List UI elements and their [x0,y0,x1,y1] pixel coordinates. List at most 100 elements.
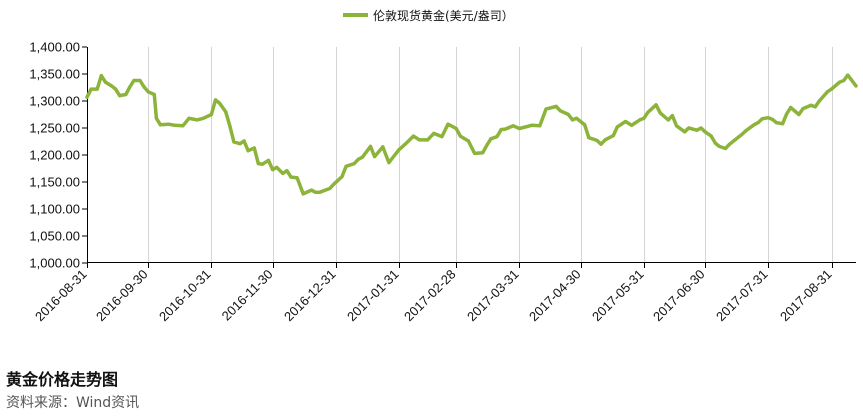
data-point [218,101,222,105]
data-point [195,118,199,122]
data-point [838,80,842,84]
data-point [674,124,679,128]
data-point [301,192,305,196]
data-point [260,162,264,166]
data-point [89,87,93,91]
data-point [809,103,813,107]
data-point [289,175,293,179]
data-point [373,155,377,159]
x-axis-ticks: 2016-08-31 2016-09-30 2016-10-31 2016-11-30… [32,263,835,324]
data-point [658,111,662,115]
data-point [158,123,162,127]
data-point [368,144,373,148]
data-point [654,103,658,107]
data-point [481,151,485,155]
data-point [530,123,534,127]
data-point [554,104,558,108]
y-tick-label: 1,100.00 [29,202,80,217]
data-point [440,135,444,139]
data-point [683,130,687,134]
data-point [642,116,646,120]
data-point [356,157,360,161]
data-point [332,182,336,186]
data-point [842,78,846,83]
x-tick-label: 2016-09-30 [93,267,151,325]
data-point [114,87,118,91]
vertical-gridlines [87,47,833,263]
data-point [666,118,670,122]
data-point [256,162,260,166]
data-point [124,92,128,97]
data-point [517,126,522,131]
data-point [232,140,236,144]
data-point [360,155,364,159]
data-point [173,123,177,127]
data-point [152,92,156,97]
data-point [387,161,391,165]
x-tick-label: 2016-10-31 [156,267,214,325]
data-point [167,122,171,126]
data-point [285,169,289,173]
legend-label: 伦敦现货黄金(美元/盎司） [373,8,514,23]
data-point [630,123,634,127]
data-point [85,95,89,99]
data-point [774,121,779,125]
data-point [740,132,744,137]
data-point [432,131,436,135]
data-point [766,116,770,120]
data-point [603,138,607,142]
data-point [313,190,318,194]
y-tick-label: 1,300.00 [29,94,80,109]
data-point [524,125,528,129]
data-point [228,124,232,128]
data-point [181,124,185,128]
data-point [328,186,332,191]
y-tick-label: 1,000.00 [29,256,80,271]
data-point [756,121,760,125]
data-point [295,176,299,180]
data-point [340,175,344,179]
data-point [146,90,150,94]
data-point [789,105,793,110]
data-point [95,87,99,91]
data-point [699,126,703,130]
series-layer [85,73,858,196]
data-point [801,107,805,111]
data-point [466,139,470,143]
data-point [275,165,279,169]
data-point [615,125,619,129]
data-point [574,116,579,120]
data-point [713,141,717,145]
data-point [760,117,764,121]
data-point [473,151,477,155]
data-point [558,109,562,113]
data-point [813,105,817,109]
y-tick-label: 1,350.00 [29,67,80,82]
data-point [109,84,114,88]
data-point [417,138,422,142]
data-point [599,142,603,146]
data-point [154,116,158,120]
data-point [499,128,503,132]
data-point [489,137,493,141]
data-point [611,134,615,138]
data-point [138,78,142,83]
data-point [271,168,275,172]
y-tick-label: 1,050.00 [29,229,80,244]
x-tick-label: 2017-04-30 [526,267,584,325]
x-tick-label: 2017-03-31 [464,267,522,325]
data-point [781,122,785,126]
data-point [770,117,775,121]
data-point [687,126,691,130]
y-axis-ticks: 1,000.00 1,050.00 1,100.00 1,150.00 1,200.00… [29,40,87,271]
data-point [224,110,228,114]
data-point [709,134,713,138]
data-point [511,124,515,128]
data-point [723,146,728,151]
data-point [538,124,542,128]
legend: 伦敦现货黄金(美元/盎司） [343,8,514,23]
data-point [670,114,675,118]
data-point [732,139,736,143]
y-tick-label: 1,400.00 [29,40,80,55]
data-point [426,138,430,142]
